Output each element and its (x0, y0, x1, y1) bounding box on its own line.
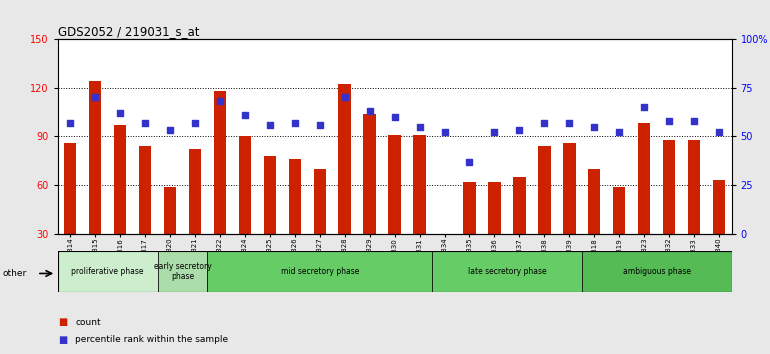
Text: ■: ■ (59, 335, 68, 345)
Bar (613, 187, 625, 234)
Point (339, 95, 351, 100)
Point (713, 130, 725, 135)
Bar (582, 251, 732, 292)
Bar (239, 136, 251, 234)
Point (488, 130, 500, 135)
Text: proliferative phase: proliferative phase (72, 267, 144, 276)
Point (638, 104, 651, 110)
Point (363, 108, 376, 114)
Text: ambiguous phase: ambiguous phase (623, 267, 691, 276)
Point (64, 120, 76, 125)
Point (313, 122, 326, 127)
Point (464, 159, 476, 164)
Point (413, 124, 426, 129)
Point (538, 120, 551, 125)
Point (688, 118, 700, 124)
Bar (139, 146, 152, 234)
Point (139, 120, 151, 125)
Point (239, 112, 251, 118)
Point (514, 127, 526, 133)
Text: early secretory
phase: early secretory phase (154, 262, 212, 281)
Point (663, 118, 675, 124)
Text: count: count (75, 318, 101, 327)
Bar (638, 123, 651, 234)
Point (189, 120, 201, 125)
Bar (207, 251, 432, 292)
Text: late secretory phase: late secretory phase (467, 267, 546, 276)
Bar (688, 139, 700, 234)
Bar (563, 143, 575, 234)
Text: ■: ■ (59, 317, 68, 327)
Text: mid secretory phase: mid secretory phase (280, 267, 359, 276)
Bar (64, 143, 76, 234)
Bar (363, 114, 376, 234)
Point (214, 98, 226, 104)
Bar (464, 182, 476, 234)
Point (89, 95, 102, 100)
Text: other: other (2, 269, 26, 278)
Point (263, 122, 276, 127)
Bar (438, 234, 450, 235)
Bar (58, 251, 158, 292)
Bar (538, 146, 551, 234)
Point (289, 120, 301, 125)
Point (563, 120, 575, 125)
Bar (413, 135, 426, 234)
Bar (513, 177, 526, 234)
Text: percentile rank within the sample: percentile rank within the sample (75, 335, 229, 344)
Point (613, 130, 625, 135)
Bar (339, 84, 351, 234)
Bar (89, 81, 102, 234)
Bar (114, 125, 126, 234)
Bar (214, 91, 226, 234)
Bar (663, 139, 675, 234)
Point (114, 110, 126, 116)
Bar (588, 169, 601, 234)
Bar (432, 251, 582, 292)
Bar (388, 135, 401, 234)
Point (388, 114, 400, 120)
Bar (158, 251, 207, 292)
Text: GDS2052 / 219031_s_at: GDS2052 / 219031_s_at (58, 25, 199, 38)
Bar (164, 187, 176, 234)
Bar (263, 156, 276, 234)
Bar (289, 159, 301, 234)
Bar (488, 182, 500, 234)
Point (588, 124, 601, 129)
Point (164, 127, 176, 133)
Bar (189, 149, 201, 234)
Bar (713, 180, 725, 234)
Bar (313, 169, 326, 234)
Point (438, 130, 450, 135)
